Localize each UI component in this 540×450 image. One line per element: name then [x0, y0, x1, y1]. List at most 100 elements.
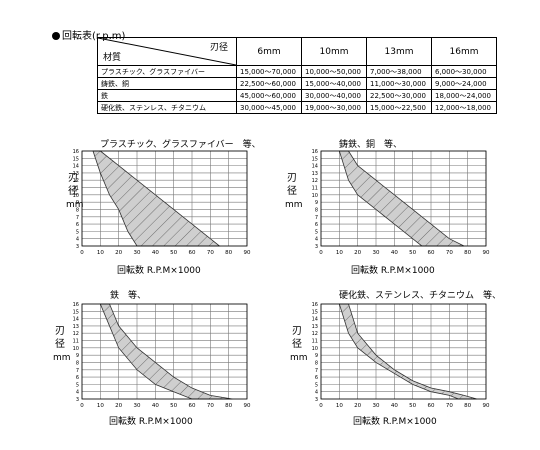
ylabel-unit: mm	[285, 200, 303, 210]
x-tick-label: 20	[354, 403, 361, 409]
y-tick-label: 7	[315, 368, 318, 374]
rpm-cell: 19,000〜30,000	[301, 101, 367, 114]
x-tick-label: 20	[115, 403, 122, 409]
ylabel-char: 径	[287, 186, 297, 197]
corner-label-material: 材質	[103, 53, 122, 63]
rpm-range-band	[338, 150, 465, 247]
rpm-table-heading-text: 回転表(r.p.m)	[62, 31, 126, 42]
rpm-table-heading: 回転表(r.p.m)	[52, 27, 125, 42]
material-cell: 鉄	[97, 89, 237, 102]
x-tick-label: 60	[428, 403, 435, 409]
y-tick-label: 13	[73, 324, 79, 330]
y-tick-label: 6	[76, 375, 79, 381]
x-tick-label: 0	[80, 250, 84, 256]
y-tick-label: 6	[76, 222, 79, 228]
y-tick-label: 14	[312, 164, 318, 170]
column-header: 16mm	[431, 37, 497, 66]
chart-ylabel: 刃径 mm	[285, 172, 303, 212]
y-tick-label: 8	[315, 360, 318, 366]
rpm-cell: 30,000〜45,000	[236, 101, 302, 114]
x-tick-label: 90	[244, 250, 251, 256]
y-tick-label: 12	[73, 178, 79, 184]
chart-xlabel: 回転数 R.P.M×1000	[351, 266, 435, 276]
rpm-cell: 45,000〜60,000	[236, 89, 302, 102]
chart-title: 鋳鉄、銅 等、	[339, 140, 403, 150]
ylabel-char: 刃	[292, 326, 302, 337]
x-tick-label: 50	[170, 403, 177, 409]
y-tick-label: 14	[73, 164, 79, 170]
x-tick-label: 50	[409, 403, 416, 409]
x-tick-label: 80	[225, 250, 232, 256]
rpm-cell: 7,000〜38,000	[366, 65, 432, 78]
x-tick-label: 70	[446, 250, 453, 256]
rpm-cell: 22,500〜30,000	[366, 89, 432, 102]
rpm-range-band	[338, 303, 477, 400]
y-tick-label: 5	[76, 229, 79, 235]
y-tick-label: 13	[312, 324, 318, 330]
bullet-icon	[52, 32, 60, 40]
y-tick-label: 10	[312, 193, 318, 199]
y-tick-label: 8	[76, 360, 79, 366]
y-tick-label: 15	[312, 309, 318, 315]
chart-xlabel: 回転数 R.P.M×1000	[109, 417, 193, 427]
table-row: プラスチック、グラスファイバー 15,000〜70,000 10,000〜50,…	[97, 65, 497, 78]
x-tick-label: 60	[189, 403, 196, 409]
y-tick-label: 16	[73, 302, 79, 308]
y-tick-label: 8	[76, 207, 79, 213]
x-tick-label: 30	[373, 403, 380, 409]
rpm-cell: 9,000〜24,000	[431, 77, 497, 90]
x-tick-label: 0	[80, 403, 84, 409]
x-tick-label: 90	[483, 403, 490, 409]
y-tick-label: 9	[76, 353, 79, 359]
y-tick-label: 10	[312, 346, 318, 352]
y-tick-label: 12	[312, 178, 318, 184]
x-tick-label: 40	[152, 250, 159, 256]
material-cell: 鋳鉄、銅	[97, 77, 237, 90]
x-tick-label: 10	[97, 403, 104, 409]
y-tick-label: 4	[76, 390, 79, 396]
table-row: 鉄 45,000〜60,000 30,000〜40,000 22,500〜30,…	[97, 89, 497, 102]
rpm-cell: 6,000〜30,000	[431, 65, 497, 78]
y-tick-label: 14	[312, 317, 318, 323]
chart-xlabel: 回転数 R.P.M×1000	[353, 417, 437, 427]
x-tick-label: 40	[152, 403, 159, 409]
table-row: 鋳鉄、銅 22,500〜60,000 15,000〜40,000 11,000〜…	[97, 77, 497, 90]
rpm-cell: 10,000〜50,000	[301, 65, 367, 78]
rpm-cell: 12,000〜18,000	[431, 101, 497, 114]
rpm-cell: 15,000〜40,000	[301, 77, 367, 90]
y-tick-label: 5	[315, 229, 318, 235]
y-tick-label: 12	[312, 331, 318, 337]
y-tick-label: 3	[76, 244, 79, 250]
y-tick-label: 10	[73, 346, 79, 352]
y-tick-label: 6	[315, 222, 318, 228]
chart-ylabel: 刃径 mm	[66, 172, 84, 212]
x-tick-label: 80	[225, 403, 232, 409]
rpm-cell: 18,000〜24,000	[431, 89, 497, 102]
y-tick-label: 9	[76, 200, 79, 206]
x-tick-label: 70	[446, 403, 453, 409]
x-tick-label: 40	[391, 403, 398, 409]
x-tick-label: 90	[483, 250, 490, 256]
rpm-cell: 15,000〜22,500	[366, 101, 432, 114]
y-tick-label: 12	[73, 331, 79, 337]
y-tick-label: 3	[315, 397, 318, 403]
table-row: 硬化鉄、ステンレス、チタニウム 30,000〜45,000 19,000〜30,…	[97, 101, 497, 114]
x-tick-label: 50	[170, 250, 177, 256]
table-header-row: 刃径 材質 6mm 10mm 13mm 16mm	[97, 37, 497, 66]
x-tick-label: 50	[409, 250, 416, 256]
rpm-cell: 15,000〜70,000	[236, 65, 302, 78]
rpm-cell: 11,000〜30,000	[366, 77, 432, 90]
ylabel-char: 径	[55, 339, 65, 350]
x-tick-label: 70	[207, 250, 214, 256]
chart-xlabel: 回転数 R.P.M×1000	[117, 266, 201, 276]
y-tick-label: 10	[73, 193, 79, 199]
y-tick-label: 4	[76, 237, 79, 243]
y-tick-label: 6	[315, 375, 318, 381]
x-tick-label: 30	[373, 250, 380, 256]
y-tick-label: 4	[315, 390, 318, 396]
ylabel-unit: mm	[53, 353, 71, 363]
